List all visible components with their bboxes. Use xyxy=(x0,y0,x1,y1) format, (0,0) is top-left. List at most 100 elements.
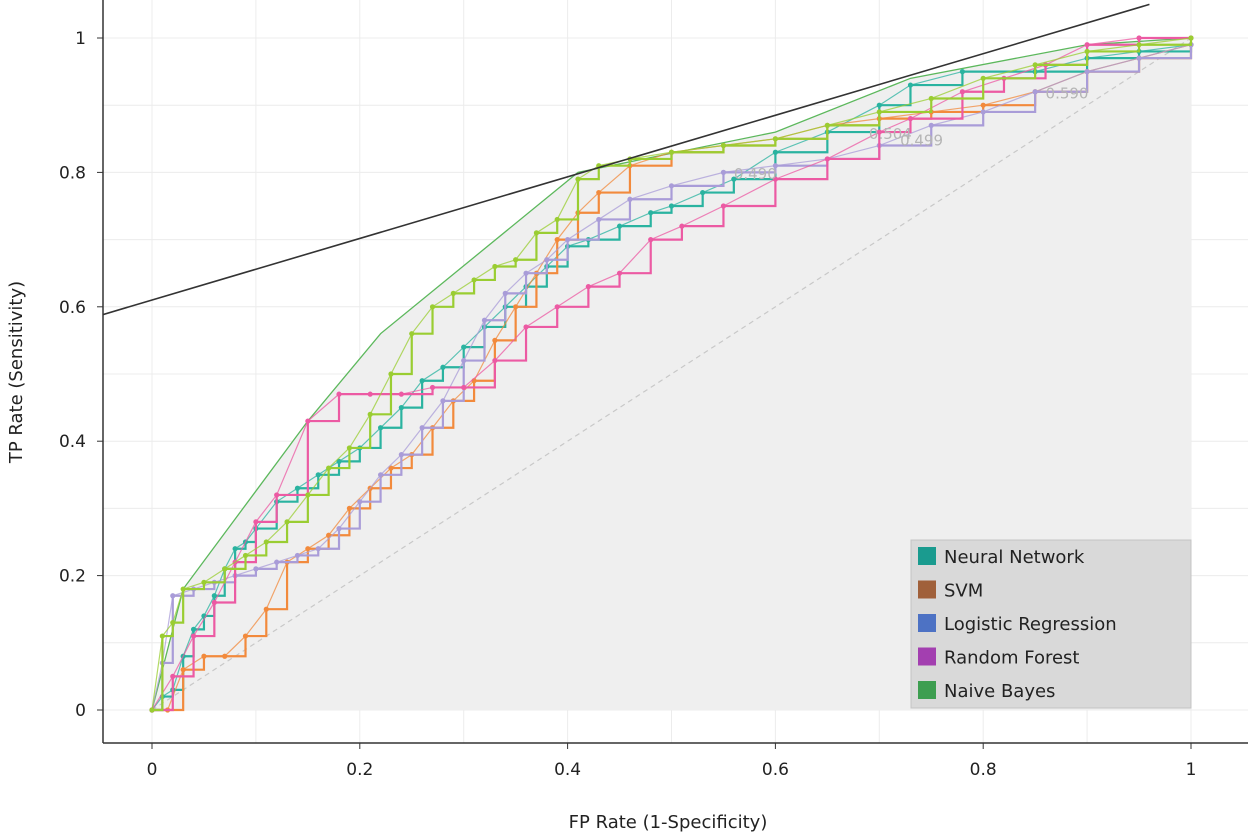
data-point xyxy=(668,203,675,209)
legend-label: Random Forest xyxy=(944,648,1079,669)
data-point xyxy=(180,667,186,673)
data-point xyxy=(253,519,259,525)
y-tick-label: 0 xyxy=(75,701,86,721)
data-point xyxy=(305,546,311,552)
data-point xyxy=(429,384,436,391)
data-point xyxy=(928,95,934,102)
data-point xyxy=(336,525,342,532)
data-point xyxy=(305,418,311,424)
data-point xyxy=(377,425,384,431)
data-point xyxy=(419,425,425,431)
data-point xyxy=(481,317,488,323)
y-axis-title: TP Rate (Sensitivity) xyxy=(6,281,27,464)
hull-outline xyxy=(151,37,1192,711)
data-point xyxy=(907,116,914,122)
data-point xyxy=(513,257,519,263)
data-point xyxy=(263,539,269,545)
ticks: 0 0.2 0.4 0.6 0.8 1 0 0.2 0.4 0.6 0.8 1 xyxy=(59,29,1196,780)
y-tick-label: 0.8 xyxy=(59,163,86,183)
legend-label: Naive Bayes xyxy=(944,681,1055,702)
data-point xyxy=(461,357,467,364)
data-point xyxy=(419,378,425,384)
series-step-line xyxy=(152,38,1193,712)
data-point xyxy=(294,485,301,491)
data-point xyxy=(772,163,779,169)
data-point xyxy=(377,472,384,478)
series-hull-line xyxy=(151,37,1192,711)
legend-label: Logistic Regression xyxy=(944,614,1117,635)
data-point xyxy=(585,284,591,290)
data-point xyxy=(513,304,519,310)
data-point xyxy=(346,445,353,451)
legend-swatch xyxy=(918,681,936,699)
data-point xyxy=(959,89,966,95)
data-point xyxy=(554,237,560,243)
data-point xyxy=(450,290,456,296)
data-point xyxy=(326,465,332,471)
data-point xyxy=(440,398,446,404)
data-point xyxy=(461,344,467,350)
data-point xyxy=(1084,69,1090,75)
data-point xyxy=(523,270,529,276)
data-point xyxy=(700,189,706,196)
data-point xyxy=(1136,35,1142,41)
x-tick-label: 0.8 xyxy=(970,760,997,780)
data-point xyxy=(274,492,280,498)
series-group xyxy=(149,35,1194,713)
data-point xyxy=(263,606,269,612)
data-point xyxy=(222,566,228,572)
data-point xyxy=(284,519,290,525)
data-point xyxy=(211,593,217,599)
x-tick-label: 1 xyxy=(1186,760,1197,780)
data-point xyxy=(1136,55,1142,61)
data-point xyxy=(668,183,675,189)
data-point xyxy=(648,237,654,243)
data-point xyxy=(648,210,654,216)
data-point xyxy=(554,216,560,223)
data-point xyxy=(627,196,633,202)
data-point xyxy=(315,546,321,552)
data-point xyxy=(502,290,508,296)
data-point xyxy=(180,586,186,592)
data-point xyxy=(471,277,477,283)
data-point xyxy=(274,559,280,565)
threshold-label: 0.499 xyxy=(900,132,943,150)
data-point xyxy=(980,75,986,81)
x-tick-label: 0.4 xyxy=(554,760,581,780)
data-point xyxy=(222,653,228,659)
legend: Neural Network SVM Logistic Regression Rand… xyxy=(910,539,1192,709)
data-point xyxy=(201,579,207,585)
data-point xyxy=(305,492,311,498)
data-point xyxy=(346,505,353,511)
data-point xyxy=(170,673,176,680)
data-point xyxy=(720,142,727,149)
legend-swatch xyxy=(918,547,936,565)
legend-label: Neural Network xyxy=(944,547,1085,568)
data-point xyxy=(253,566,259,572)
data-point xyxy=(398,405,404,411)
x-tick-label: 0.6 xyxy=(762,760,789,780)
data-point xyxy=(596,216,602,223)
threshold-label: 0.490 xyxy=(734,165,777,183)
data-point xyxy=(1188,35,1194,41)
data-point xyxy=(315,472,321,478)
series-logistic-regression xyxy=(149,42,1194,713)
iso-performance-line xyxy=(103,3,1150,316)
data-point xyxy=(720,169,727,175)
data-point xyxy=(876,102,882,108)
data-point xyxy=(242,552,249,559)
data-point xyxy=(907,82,914,88)
data-point xyxy=(461,384,467,391)
data-point xyxy=(201,653,207,659)
data-point xyxy=(294,552,301,559)
data-point xyxy=(159,633,165,639)
data-point xyxy=(190,626,197,632)
y-tick-label: 0.4 xyxy=(59,432,86,452)
data-point xyxy=(616,270,623,276)
data-point xyxy=(616,223,623,229)
data-point xyxy=(1084,48,1090,55)
data-point xyxy=(824,122,830,128)
data-point xyxy=(980,102,986,108)
